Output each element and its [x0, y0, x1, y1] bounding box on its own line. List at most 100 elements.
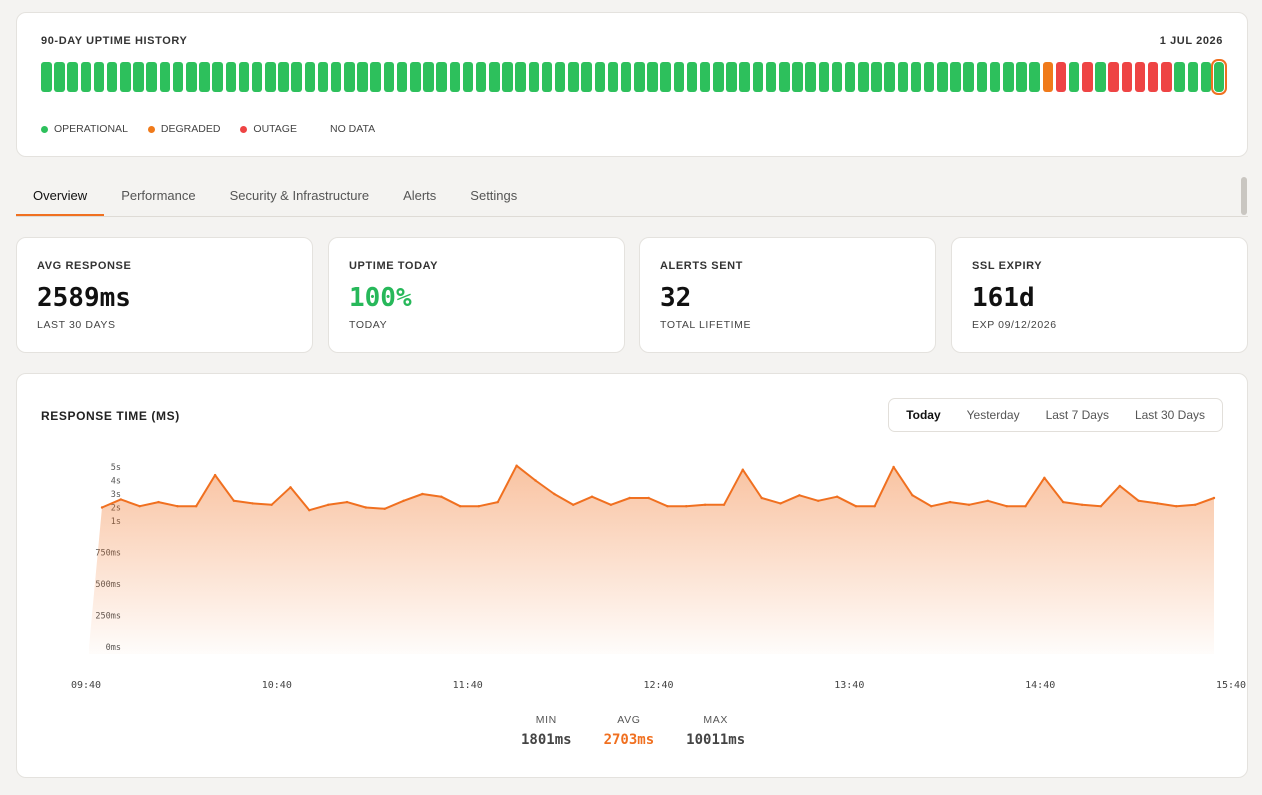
response-time-point[interactable] [628, 496, 631, 500]
response-time-point[interactable] [1137, 499, 1140, 502]
uptime-day-bar[interactable] [383, 62, 395, 92]
response-time-point[interactable] [138, 505, 141, 508]
uptime-day-bar[interactable] [304, 62, 316, 92]
uptime-day-bar[interactable] [462, 62, 474, 92]
uptime-day-bar[interactable] [80, 62, 92, 92]
response-time-point[interactable] [440, 495, 443, 498]
uptime-day-bar[interactable] [792, 62, 803, 92]
response-time-point[interactable] [930, 505, 933, 508]
uptime-day-bar[interactable] [844, 62, 856, 92]
response-time-point[interactable] [308, 509, 311, 512]
uptime-day-bar[interactable] [923, 62, 935, 92]
uptime-day-bar[interactable] [686, 62, 698, 92]
uptime-day-bar[interactable] [950, 62, 961, 92]
response-time-point[interactable] [553, 492, 556, 496]
response-time-point[interactable] [1043, 476, 1046, 479]
uptime-day-bar[interactable] [344, 62, 355, 92]
response-time-point[interactable] [477, 505, 481, 508]
response-time-point[interactable] [176, 505, 179, 508]
response-time-point[interactable] [496, 500, 499, 504]
response-time-point[interactable] [892, 465, 895, 469]
uptime-day-bar[interactable] [1055, 62, 1067, 92]
response-time-point[interactable] [609, 503, 613, 506]
uptime-day-bar[interactable] [133, 62, 144, 92]
response-time-point[interactable] [817, 499, 820, 502]
response-time-point[interactable] [1024, 505, 1027, 508]
uptime-day-bar[interactable] [41, 62, 52, 92]
uptime-day-bar[interactable] [963, 62, 974, 92]
uptime-day-bar[interactable] [897, 62, 909, 92]
uptime-day-bar[interactable] [225, 62, 237, 92]
uptime-day-bar[interactable] [647, 62, 658, 92]
response-time-point[interactable] [760, 496, 763, 500]
uptime-day-bar[interactable] [660, 62, 671, 92]
response-time-point[interactable] [1118, 484, 1122, 488]
response-time-point[interactable] [402, 499, 405, 502]
response-time-point[interactable] [835, 495, 839, 498]
response-time-point[interactable] [722, 503, 726, 506]
uptime-day-bar[interactable] [1121, 62, 1133, 92]
uptime-day-bar[interactable] [317, 62, 329, 92]
uptime-day-bar[interactable] [937, 62, 948, 92]
scrollbar-thumb[interactable] [1241, 177, 1247, 215]
response-time-point[interactable] [911, 494, 914, 497]
response-time-point[interactable] [1156, 502, 1159, 505]
response-time-point[interactable] [854, 505, 858, 508]
response-time-point[interactable] [685, 505, 688, 508]
uptime-day-bar[interactable] [370, 62, 381, 92]
response-time-point[interactable] [534, 479, 537, 482]
response-time-point[interactable] [232, 499, 236, 502]
uptime-day-bar[interactable] [910, 62, 922, 92]
uptime-day-bar[interactable] [1187, 62, 1199, 92]
response-time-point[interactable] [345, 500, 349, 504]
uptime-day-bar[interactable] [607, 62, 619, 92]
uptime-day-bar[interactable] [449, 62, 461, 92]
uptime-day-bar[interactable] [699, 62, 711, 92]
response-time-point[interactable] [100, 506, 104, 509]
uptime-day-bar[interactable] [1134, 62, 1146, 92]
uptime-day-bar[interactable] [357, 62, 368, 92]
uptime-day-bar[interactable] [410, 62, 421, 92]
uptime-day-bar[interactable] [146, 62, 157, 92]
response-time-point[interactable] [779, 502, 782, 505]
uptime-day-bar[interactable] [212, 62, 223, 92]
range-today[interactable]: Today [906, 408, 941, 422]
uptime-day-bar[interactable] [330, 62, 342, 92]
uptime-day-bar[interactable] [67, 62, 78, 92]
uptime-day-bar[interactable] [989, 62, 1001, 92]
response-time-point[interactable] [251, 502, 254, 505]
uptime-day-bar[interactable] [436, 62, 447, 92]
uptime-day-bar[interactable] [54, 62, 65, 92]
response-time-point[interactable] [873, 505, 876, 508]
uptime-day-bar[interactable] [713, 62, 724, 92]
uptime-day-bar[interactable] [1210, 59, 1228, 95]
response-time-point[interactable] [364, 506, 368, 509]
response-time-point[interactable] [119, 498, 123, 501]
response-time-point[interactable] [327, 503, 330, 506]
uptime-day-bar[interactable] [489, 62, 500, 92]
response-time-point[interactable] [157, 500, 160, 504]
tab-overview[interactable]: Overview [16, 176, 105, 216]
response-time-point[interactable] [458, 505, 462, 508]
uptime-day-bar[interactable] [1003, 62, 1014, 92]
uptime-day-bar[interactable] [1095, 62, 1106, 92]
response-time-point[interactable] [421, 492, 424, 496]
uptime-day-bar[interactable] [1108, 62, 1119, 92]
uptime-day-bar[interactable] [673, 62, 685, 92]
uptime-day-bar[interactable] [976, 62, 988, 92]
uptime-day-bar[interactable] [423, 62, 434, 92]
response-time-point[interactable] [798, 494, 801, 497]
uptime-day-bar[interactable] [818, 62, 830, 92]
uptime-day-bar[interactable] [568, 62, 579, 92]
uptime-day-bar[interactable] [159, 62, 171, 92]
uptime-day-bar[interactable] [871, 62, 882, 92]
uptime-day-bar[interactable] [93, 62, 105, 92]
response-time-point[interactable] [572, 503, 575, 506]
uptime-day-bar[interactable] [238, 62, 250, 92]
uptime-day-bar[interactable] [186, 62, 197, 92]
response-time-point[interactable] [1194, 503, 1197, 506]
uptime-day-bar[interactable] [1147, 62, 1159, 92]
response-time-point[interactable] [383, 507, 386, 510]
response-time-point[interactable] [967, 503, 971, 506]
uptime-day-bar[interactable] [199, 62, 210, 92]
